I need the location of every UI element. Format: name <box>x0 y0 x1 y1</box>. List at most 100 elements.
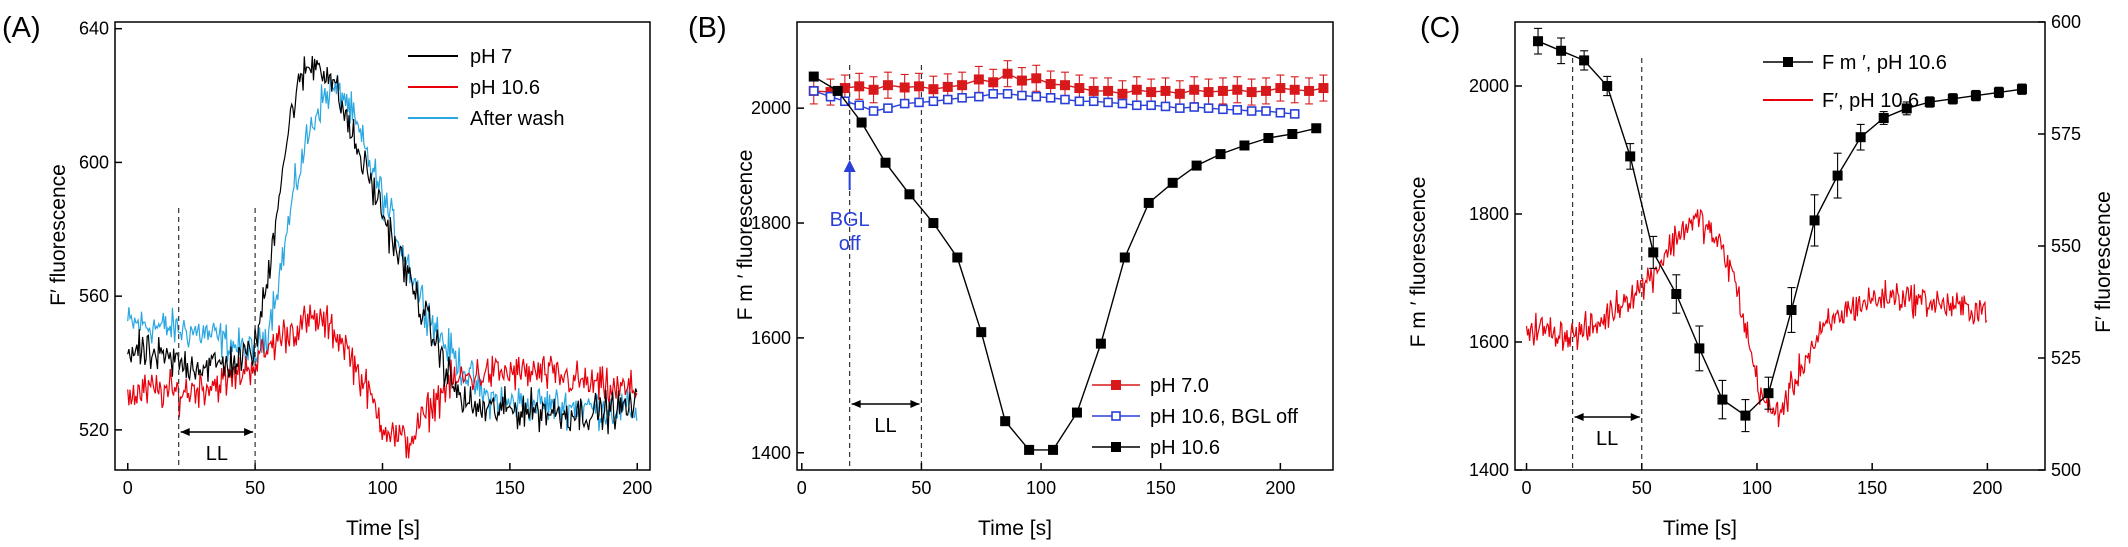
panel-b-data-point <box>1143 197 1154 208</box>
panel-b-data-point <box>854 81 865 92</box>
panel-a-legend-label-2: After wash <box>470 108 564 130</box>
panel-b-data-point <box>1215 149 1226 160</box>
panel-b-chart: (B) Time [s] F m ′ fluorescence LL 0 50 100… <box>688 12 1334 540</box>
panel-b-data-point <box>1287 129 1298 139</box>
panel-c-data-point <box>1924 97 1935 107</box>
panel-c-x-tick-label: 0 <box>1522 478 1532 498</box>
panel-c-y-tick-label: 1600 <box>1469 332 1509 352</box>
panel-b-data-point <box>1160 85 1171 96</box>
panel-a-label: (A) <box>2 12 41 44</box>
panel-b-data-point <box>1191 160 1202 171</box>
panel-b-y-tick-label: 2000 <box>751 98 791 118</box>
panel-a-ll-arrow-right-head <box>244 428 254 436</box>
panel-c-data-point <box>1947 93 1958 104</box>
panel-b-data-point <box>973 74 984 85</box>
panel-b-data-point <box>1088 85 1099 96</box>
panel-b-data-point <box>1311 123 1322 134</box>
panel-c-data-point <box>1740 410 1751 421</box>
panel-c-legend-label-0: F m ′, pH 10.6 <box>1822 52 1947 74</box>
panel-b-data-point <box>1289 109 1300 119</box>
panel-b-data-point <box>1275 107 1286 118</box>
panel-c-data-point <box>1648 247 1659 258</box>
panel-b-data-point <box>1175 103 1185 113</box>
panel-b-data-point <box>942 81 953 92</box>
panel-b-data-point <box>904 189 915 200</box>
panel-b-data-point <box>1167 177 1178 188</box>
panel-b-y-tick-label: 1800 <box>751 213 791 233</box>
panel-b-data-point <box>1239 140 1250 151</box>
panel-a-ll-arrow-left-head <box>180 428 190 436</box>
panel-b-data-point <box>1189 84 1200 95</box>
panel-b-ll-arrow-right-head <box>910 400 920 408</box>
panel-b-plot-frame <box>796 21 1334 471</box>
panel-b-data-point <box>1131 100 1142 111</box>
panel-b-data-point <box>1095 338 1106 349</box>
panel-c-x-axis-title: Time [s] <box>1663 517 1737 540</box>
panel-b-series-line-1 <box>813 90 1295 115</box>
panel-b-data-point <box>1017 90 1027 101</box>
panel-b-x-tick-label: 200 <box>1265 478 1295 498</box>
panel-b-data-point <box>988 88 999 99</box>
panel-b-legend-marker-1 <box>1111 411 1121 421</box>
panel-c-data-point <box>1855 132 1866 143</box>
panel-b-data-point <box>1103 97 1113 108</box>
panel-a-x-tick-label: 150 <box>495 478 525 498</box>
panel-a-y-tick-label: 520 <box>79 420 109 440</box>
panel-b-data-point <box>1088 96 1099 107</box>
panel-c-data-point <box>1671 289 1682 299</box>
panel-b-data-point <box>1232 84 1243 95</box>
panel-b-data-point <box>942 94 953 105</box>
panel-c-series-line-1 <box>1525 208 1988 428</box>
panel-b-data-point <box>1217 85 1228 96</box>
panel-b-data-point <box>856 117 867 128</box>
panel-b-data-point <box>957 80 968 91</box>
panel-b-bgl-arrow-head <box>843 160 856 172</box>
panel-b-data-point <box>1016 75 1027 86</box>
panel-b-data-point <box>1203 87 1214 98</box>
panel-b-data-point <box>1117 88 1128 99</box>
panel-b-data-point <box>1000 416 1011 427</box>
panel-a-chart: (A) Time [s] F′ fluorescence 0 50 100 150 20… <box>2 12 652 540</box>
panel-c-data-point <box>1878 113 1889 123</box>
panel-b-data-point <box>1060 94 1070 105</box>
panel-c-plot-frame <box>1514 21 2046 471</box>
panel-c-y-right-tick-label: 575 <box>2051 124 2081 144</box>
panel-b-data-point <box>1232 105 1243 115</box>
panel-c-data-point <box>1763 388 1774 399</box>
panel-b-label: (B) <box>688 12 727 44</box>
panel-c-ll-arrow-right-head <box>1630 413 1640 421</box>
panel-c-x-tick-label: 200 <box>1972 478 2002 498</box>
panel-c-data-point <box>1901 103 1912 114</box>
panel-b-data-point <box>974 91 984 102</box>
panel-c-y-right-tick-label: 525 <box>2051 348 2081 368</box>
panel-a-legend-label-0: pH 7 <box>470 46 512 68</box>
panel-b-data-point <box>1261 85 1271 96</box>
panel-c-x-tick-label: 150 <box>1857 478 1887 498</box>
panel-c-data-point <box>1786 305 1797 315</box>
panel-c-y-tick-label: 1400 <box>1469 460 1509 480</box>
panel-c-y-right-tick-label: 500 <box>2051 460 2081 480</box>
panel-a-y-tick-label: 640 <box>79 19 109 39</box>
panel-b-data-point <box>1146 87 1157 98</box>
panel-c-y-tick-label: 1800 <box>1469 204 1509 224</box>
panel-c-legend-marker-0 <box>1783 57 1793 67</box>
panel-b-data-point <box>1189 102 1200 112</box>
panel-b-data-point <box>1275 83 1286 94</box>
panel-c-ll-arrow-left-head <box>1574 413 1584 421</box>
panel-b-data-point <box>1060 80 1070 91</box>
panel-b-data-point <box>1045 93 1056 103</box>
panel-c-label: (C) <box>1420 12 1460 44</box>
panel-b-data-point <box>928 218 939 229</box>
panel-b-legend-marker-2 <box>1111 442 1121 452</box>
panel-a-y-tick-label: 600 <box>79 152 109 172</box>
panel-b-data-point <box>1031 91 1042 102</box>
panel-c-data-point <box>1694 343 1705 354</box>
panel-b-data-point <box>1160 101 1171 112</box>
panel-c-y-left-axis-title: F m ′ fluorescence <box>1407 177 1430 348</box>
panel-b-data-point <box>952 252 963 263</box>
panel-b-data-point <box>1289 84 1300 95</box>
panel-c-x-tick-label: 50 <box>1632 478 1652 498</box>
panel-b-data-point <box>1074 96 1085 107</box>
panel-b-data-point <box>1246 106 1257 116</box>
